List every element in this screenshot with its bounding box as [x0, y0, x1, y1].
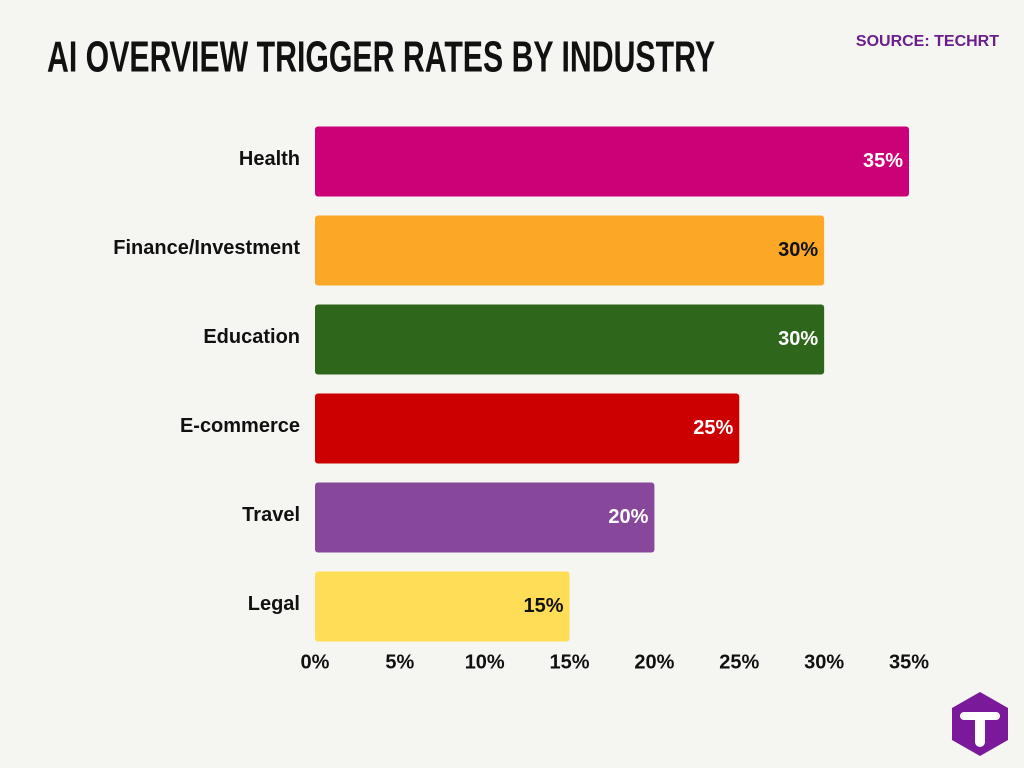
x-tick-label: 5% — [385, 651, 414, 673]
value-label: 20% — [608, 506, 648, 528]
y-tick-label: E-commerce — [180, 415, 300, 437]
bar — [315, 126, 909, 197]
bar — [315, 215, 825, 286]
bar — [315, 304, 825, 375]
value-label: 35% — [863, 150, 903, 172]
value-label: 30% — [778, 239, 818, 261]
value-label: 30% — [778, 328, 818, 350]
x-tick-label: 25% — [719, 651, 759, 673]
x-tick-label: 0% — [301, 651, 330, 673]
y-tick-label: Health — [239, 148, 300, 170]
logo-letter — [960, 712, 1000, 747]
y-tick-label: Travel — [242, 504, 300, 526]
x-tick-label: 15% — [550, 651, 590, 673]
y-tick-label: Finance/Investment — [113, 237, 300, 259]
value-label: 25% — [693, 417, 733, 439]
x-tick-label: 10% — [465, 651, 505, 673]
source: SOURCE: TECHRT — [856, 33, 999, 50]
bar — [315, 393, 740, 464]
x-tick-label: 20% — [634, 651, 674, 673]
value-label: 15% — [524, 595, 564, 617]
chart-title: AI OVERVIEW TRIGGER RATES BY INDUSTRY — [47, 33, 715, 82]
bar — [315, 571, 570, 642]
x-tick-label: 35% — [889, 651, 929, 673]
y-tick-label: Education — [203, 326, 300, 348]
y-tick-label: Legal — [248, 593, 300, 615]
bar — [315, 482, 655, 553]
logo — [952, 692, 1008, 756]
x-tick-label: 30% — [804, 651, 844, 673]
